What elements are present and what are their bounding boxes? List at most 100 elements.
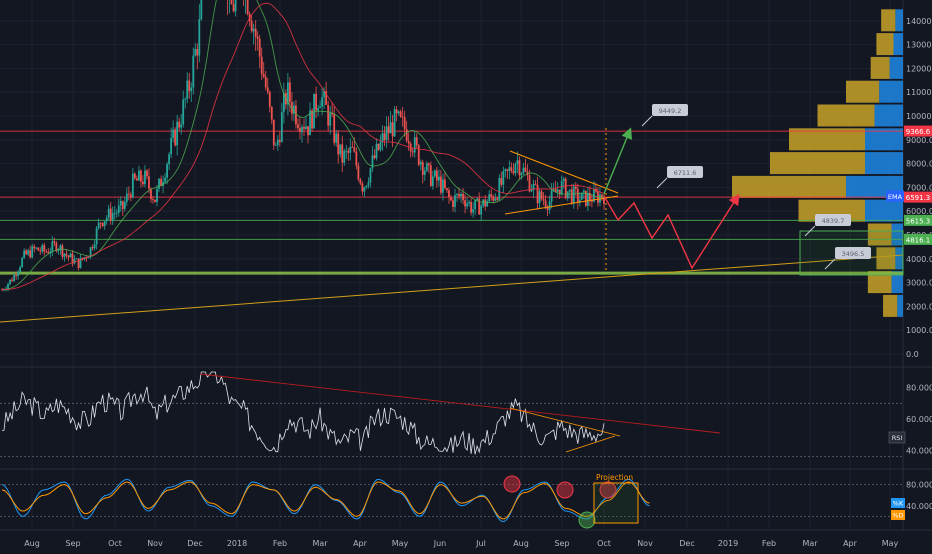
candle-body xyxy=(556,189,559,192)
candle-body xyxy=(357,165,360,180)
candle-body xyxy=(117,205,120,213)
price-tick-label: 8000.0 xyxy=(906,160,932,169)
candle-body xyxy=(59,245,62,250)
candle-body xyxy=(91,247,94,249)
triangle-upper-line[interactable] xyxy=(509,150,619,194)
rsi-pane[interactable]: 40.0000 60.0000 80.0000 RSI xyxy=(0,371,932,458)
candle-body xyxy=(93,244,96,249)
candle-body xyxy=(176,121,179,146)
candle-body xyxy=(552,189,555,190)
candle-body xyxy=(319,106,322,108)
ma-green-line xyxy=(1,0,604,291)
candle-body xyxy=(389,122,392,134)
price-tick-label: 7000.0 xyxy=(906,183,932,192)
candle-body xyxy=(504,169,507,172)
candle-body xyxy=(63,253,66,257)
stoch-highlight-circle[interactable] xyxy=(578,511,596,529)
candle-body xyxy=(53,241,56,243)
projection-box[interactable] xyxy=(593,482,639,524)
candle-body xyxy=(158,178,160,189)
long-trendline[interactable] xyxy=(0,254,904,323)
candle-body xyxy=(246,0,249,14)
stoch-highlight-circle[interactable] xyxy=(599,481,617,499)
bearish-projection-path[interactable] xyxy=(603,193,740,270)
price-axis[interactable]: 0.01000.02000.03000.04000.05000.06000.07… xyxy=(906,17,932,359)
volume-profile-buy-bar xyxy=(732,175,846,198)
candle-body xyxy=(520,173,523,176)
candle-body xyxy=(524,167,527,172)
triangle-lower-line[interactable] xyxy=(504,195,619,215)
candle-body xyxy=(401,116,404,118)
callout-box xyxy=(815,214,851,226)
candle-body xyxy=(33,246,36,249)
time-axis[interactable]: Aug Sep Oct Nov Dec 2018 Feb Mar Apr May Jun Jul Aug… xyxy=(24,539,898,548)
candle-body xyxy=(574,186,577,189)
price-tick-label: 4000.0 xyxy=(906,255,932,264)
stoch-highlight-circle[interactable] xyxy=(503,475,521,493)
callout-box xyxy=(652,104,688,116)
candle-body xyxy=(502,171,505,185)
candle-body xyxy=(21,257,24,268)
time-tick-label: Nov xyxy=(637,539,653,548)
candle-body xyxy=(25,250,28,255)
candle-body xyxy=(516,160,519,165)
candle-body xyxy=(142,181,144,185)
candle-body xyxy=(353,147,356,152)
volume-profile-sell-bar xyxy=(889,56,903,79)
candle-body xyxy=(289,82,291,103)
volume-profile-buy-bar xyxy=(883,294,898,317)
volume-profile-sell-bar xyxy=(879,80,903,103)
time-tick-label: Dec xyxy=(679,539,694,548)
candle-body xyxy=(431,176,434,186)
candle-body xyxy=(597,191,599,203)
candle-body xyxy=(125,193,128,203)
candle-body xyxy=(329,113,332,126)
candle-body xyxy=(188,80,191,92)
price-tick-label: 0.0 xyxy=(906,350,919,359)
time-tick-label: Oct xyxy=(597,539,611,548)
candle-body xyxy=(518,160,521,176)
bullish-projection-arrow[interactable] xyxy=(603,127,633,195)
candle-body xyxy=(119,201,122,206)
candle-body xyxy=(27,250,30,255)
rsi-triangle-lower[interactable] xyxy=(565,435,616,453)
candle-body xyxy=(572,186,575,204)
candle-body xyxy=(365,185,368,188)
time-tick-label: Jul xyxy=(475,539,486,548)
candle-body xyxy=(498,178,501,200)
candle-body xyxy=(107,208,110,218)
rsi-tag-box xyxy=(888,431,906,444)
stoch-line xyxy=(1,481,650,520)
candle-body xyxy=(437,176,440,181)
candle-body xyxy=(446,188,448,191)
candle-body xyxy=(335,133,338,143)
rsi-triangle-upper[interactable] xyxy=(509,407,621,437)
price-tick-label: 12000.0 xyxy=(906,64,932,73)
indicator-tag-text: EMA xyxy=(888,193,903,201)
candle-body xyxy=(391,122,394,137)
stoch-pane[interactable]: 40.0000 80.0000 Projection %K %D xyxy=(0,473,932,529)
candle-body xyxy=(397,111,400,114)
candle-body xyxy=(458,194,460,197)
candle-body xyxy=(494,198,497,201)
candle-body xyxy=(174,129,177,146)
rsi-trendline[interactable] xyxy=(199,373,721,434)
candle-body xyxy=(470,201,473,213)
candle-body xyxy=(466,203,468,207)
price-tick-label: 9000.0 xyxy=(906,136,932,145)
stoch-highlight-circle[interactable] xyxy=(556,481,574,499)
candle-body xyxy=(331,113,334,115)
candle-body xyxy=(325,91,328,105)
candle-body xyxy=(474,200,477,210)
candle-body xyxy=(77,258,80,269)
stoch-tag-label: %D xyxy=(892,512,903,520)
candle-body xyxy=(43,245,46,252)
candle-body xyxy=(442,179,444,193)
volume-profile-sell-bar xyxy=(891,223,903,246)
candle-body xyxy=(295,105,297,125)
candle-body xyxy=(7,283,9,289)
candle-body xyxy=(369,168,372,183)
price-label-text: 5615.3 xyxy=(906,217,931,225)
